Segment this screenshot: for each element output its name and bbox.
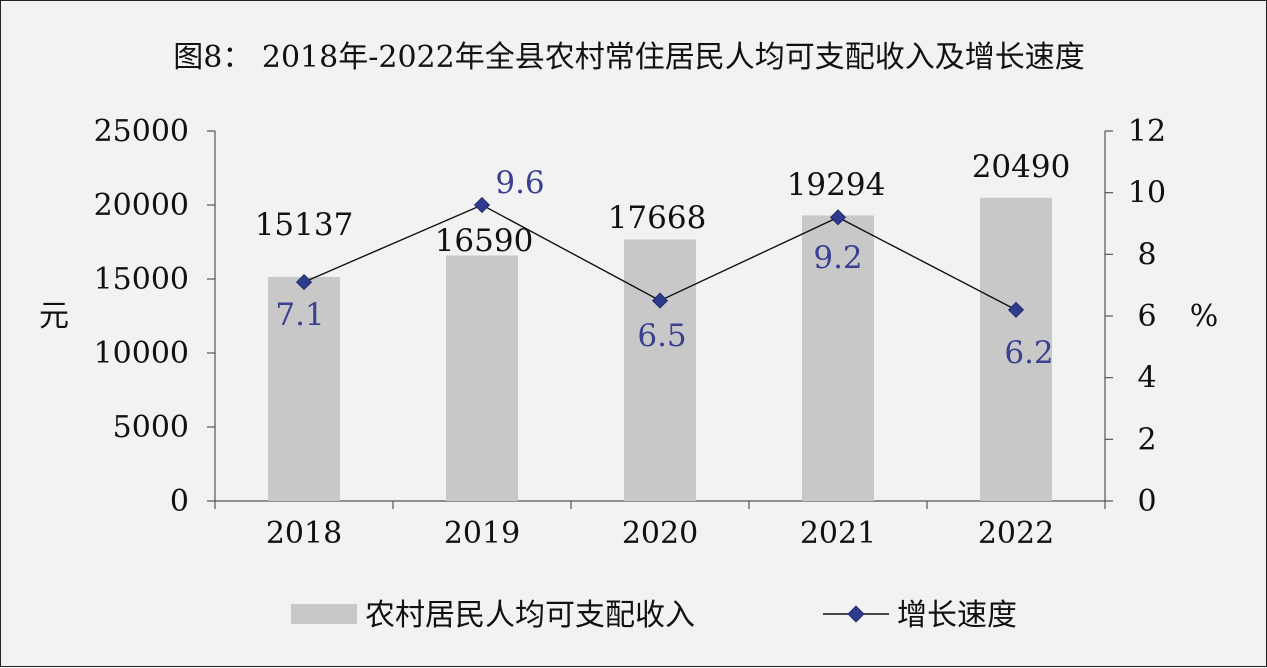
growth-point	[295, 274, 313, 291]
y-right-tick-label: 4	[1137, 361, 1156, 396]
x-tick-label: 2019	[444, 516, 520, 551]
y-left-tick-label: 15000	[94, 262, 189, 297]
bar-data-label: 20490	[972, 149, 1071, 185]
bar-data-label: 19294	[787, 167, 886, 203]
bar-series: 15137 16590 17668 19294 20490	[255, 149, 1071, 502]
y-left-tick-label: 5000	[113, 410, 189, 445]
chart-title: 图8： 2018年-2022年全县农村常住居民人均可支配收入及增长速度	[173, 40, 1084, 75]
x-tick-label: 2020	[622, 516, 698, 551]
x-tick-label: 2018	[266, 516, 342, 551]
bar-data-label: 17668	[608, 200, 707, 236]
axes: 0 5000 10000 15000 20000 25000 0 2 4 6 8 10 12 2018 20…	[94, 114, 1167, 551]
bar	[980, 197, 1052, 502]
bar-data-label: 16590	[435, 223, 534, 259]
growth-point	[651, 292, 669, 309]
growth-point	[473, 196, 491, 214]
x-tick-label: 2022	[978, 516, 1054, 551]
bar	[268, 276, 340, 501]
y-right-tick-label: 10	[1128, 176, 1166, 211]
y-axis-left-label: 元	[39, 299, 69, 334]
y-left-tick-label: 0	[170, 484, 189, 519]
bar-data-label: 15137	[255, 207, 354, 243]
y-right-tick-label: 0	[1137, 484, 1156, 519]
legend-bar-swatch	[291, 604, 357, 624]
bar	[802, 215, 874, 502]
growth-data-label: 9.2	[813, 240, 862, 276]
legend-bar-label: 农村居民人均可支配收入	[365, 598, 695, 633]
growth-data-label: 7.1	[275, 297, 324, 333]
y-right-tick-label: 6	[1137, 299, 1156, 334]
y-axis-right-label: %	[1190, 299, 1219, 334]
legend-line-marker	[847, 605, 865, 623]
growth-data-label: 9.6	[495, 165, 544, 201]
growth-point	[829, 209, 847, 226]
legend-line-label: 增长速度	[897, 598, 1017, 633]
growth-data-label: 6.5	[637, 318, 686, 354]
y-left-tick-label: 10000	[94, 336, 189, 371]
y-right-tick-label: 2	[1137, 422, 1156, 457]
growth-data-label: 6.2	[1004, 335, 1053, 371]
y-left-tick-label: 20000	[94, 188, 189, 223]
growth-point	[1007, 301, 1025, 318]
bar	[624, 239, 696, 501]
y-right-tick-label: 12	[1128, 114, 1166, 149]
y-left-tick-label: 25000	[94, 114, 189, 149]
y-right-tick-label: 8	[1137, 237, 1156, 272]
line-series: 7.1 9.6 6.5 9.2 6.2	[275, 165, 1053, 371]
x-tick-label: 2021	[800, 516, 876, 551]
bar	[446, 255, 518, 501]
legend: 农村居民人均可支配收入 增长速度	[291, 598, 1017, 633]
